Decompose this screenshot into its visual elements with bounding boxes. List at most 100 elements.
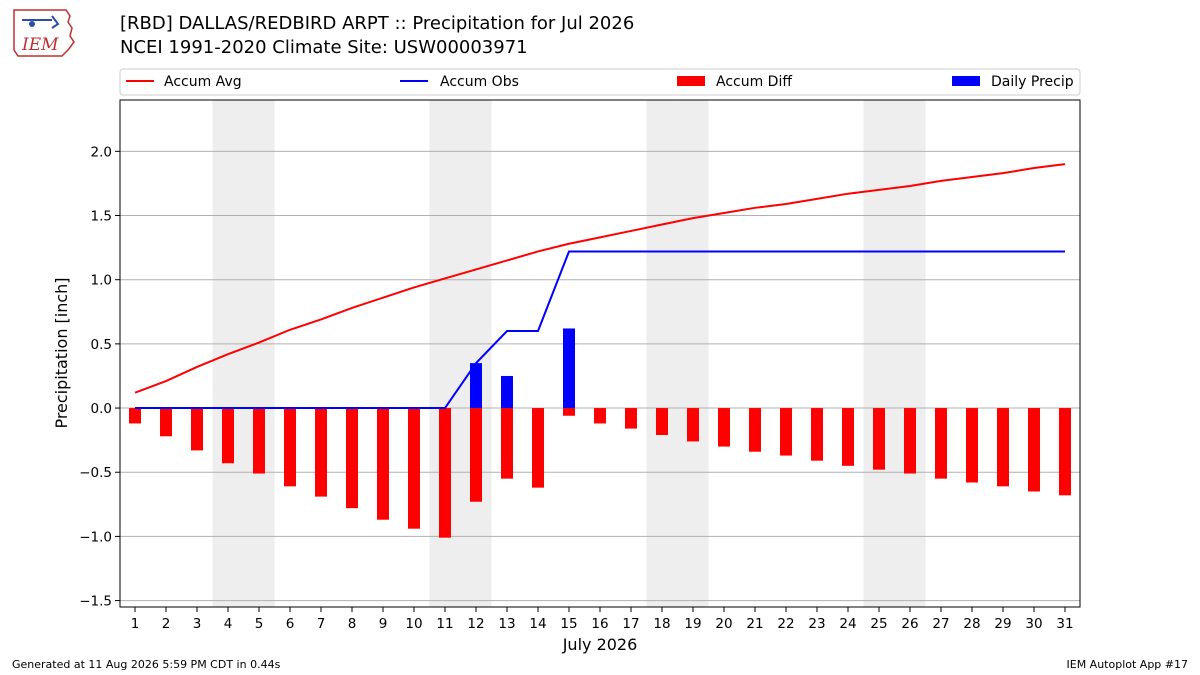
x-tick-label: 6	[286, 616, 295, 632]
x-tick-label: 15	[560, 616, 577, 632]
x-tick-label: 30	[1025, 616, 1042, 632]
daily-precip-bars	[470, 328, 575, 409]
y-tick-label: 0.5	[91, 337, 112, 353]
accum-diff-bar	[408, 408, 420, 529]
iem-logo-icon: IEM	[13, 9, 75, 57]
accum-lines	[134, 163, 1066, 410]
y-tick-label: −0.5	[79, 465, 112, 481]
accum-avg-line	[134, 163, 1066, 394]
x-tick-label: 19	[684, 616, 701, 632]
legend: Accum Avg Accum Obs Accum Diff Daily Pre…	[119, 68, 1081, 96]
accum-diff-bar	[284, 408, 296, 487]
y-axis-ticks: −1.5 −1.0 −0.5 0.0 0.5 1.0 1.5 2.0	[79, 144, 120, 610]
x-tick-label: 9	[379, 616, 388, 632]
accum-diff-bar	[346, 408, 358, 509]
accum-diff-bar	[253, 408, 265, 474]
daily-precip-bar	[563, 328, 575, 409]
legend-swatch-accum-diff	[677, 76, 705, 86]
x-tick-label: 21	[746, 616, 763, 632]
accum-diff-bar	[191, 408, 203, 451]
y-tick-label: 0.0	[91, 401, 112, 417]
shaded-band	[646, 100, 709, 607]
accum-diff-bar	[718, 408, 730, 447]
accum-diff-bar	[935, 408, 947, 479]
accum-diff-bar	[1028, 408, 1040, 492]
x-tick-label: 1	[131, 616, 140, 632]
x-tick-label: 24	[839, 616, 856, 632]
x-tick-label: 31	[1056, 616, 1073, 632]
y-axis-label: Precipitation [inch]	[52, 277, 71, 428]
x-tick-label: 28	[963, 616, 980, 632]
accum-obs-line	[135, 250, 1065, 410]
chart-title: [RBD] DALLAS/REDBIRD ARPT :: Precipitati…	[120, 13, 635, 34]
accum-diff-bar	[377, 408, 389, 520]
legend-label-accum-obs: Accum Obs	[440, 74, 519, 90]
accum-diff-bar	[315, 408, 327, 497]
shaded-band	[863, 100, 926, 607]
x-tick-label: 7	[317, 616, 326, 632]
shaded-band	[212, 100, 275, 607]
accum-diff-bar	[997, 408, 1009, 487]
legend-label-daily-precip: Daily Precip	[991, 74, 1074, 90]
accum-diff-bar	[687, 408, 699, 442]
accum-diff-bar	[749, 408, 761, 452]
x-tick-label: 5	[255, 616, 264, 632]
x-tick-label: 22	[777, 616, 794, 632]
accum-diff-bar	[470, 408, 482, 502]
x-tick-label: 3	[193, 616, 202, 632]
x-axis-ticks: 1 2 3 4 5 6 7 8 9 10 11 12 13 14 15 16 17 18 19 20 21 22 23 24 2…	[131, 607, 1074, 632]
daily-precip-bar	[470, 363, 482, 409]
x-tick-label: 20	[715, 616, 732, 632]
x-axis-label: July 2026	[562, 635, 638, 654]
accum-diff-bar	[625, 408, 637, 429]
accum-diff-bar	[873, 408, 885, 470]
x-tick-label: 18	[653, 616, 670, 632]
y-tick-label: −1.0	[79, 529, 112, 545]
legend-label-accum-avg: Accum Avg	[164, 74, 242, 90]
accum-diff-bar	[966, 408, 978, 483]
app-label: IEM Autoplot App #17	[1066, 658, 1189, 671]
accum-diff-bars	[129, 408, 1071, 538]
accum-diff-bar	[904, 408, 916, 474]
daily-precip-bar	[501, 375, 513, 409]
y-tick-label: 1.0	[91, 273, 112, 289]
x-tick-label: 13	[498, 616, 515, 632]
x-tick-label: 23	[808, 616, 825, 632]
accum-diff-bar	[563, 408, 575, 416]
x-tick-label: 11	[436, 616, 453, 632]
y-tick-label: −1.5	[79, 594, 112, 610]
x-tick-label: 26	[901, 616, 918, 632]
svg-text:IEM: IEM	[21, 35, 59, 55]
x-tick-label: 2	[162, 616, 171, 632]
x-tick-label: 16	[591, 616, 608, 632]
x-tick-label: 4	[224, 616, 233, 632]
accum-diff-bar	[811, 408, 823, 461]
generated-timestamp: Generated at 11 Aug 2026 5:59 PM CDT in …	[12, 658, 281, 671]
accum-diff-bar	[1059, 408, 1071, 496]
x-tick-label: 10	[405, 616, 422, 632]
chart-subtitle: NCEI 1991-2020 Climate Site: USW00003971	[120, 37, 528, 58]
legend-label-accum-diff: Accum Diff	[716, 74, 792, 90]
x-tick-label: 12	[467, 616, 484, 632]
legend-swatch-daily-precip	[952, 76, 980, 86]
accum-diff-bar	[439, 408, 451, 538]
accum-diff-bar	[222, 408, 234, 464]
y-tick-label: 2.0	[91, 144, 112, 160]
accum-diff-bar	[129, 408, 141, 424]
accum-diff-bar	[780, 408, 792, 456]
accum-diff-bar	[160, 408, 172, 437]
accum-diff-bar	[842, 408, 854, 466]
x-tick-label: 8	[348, 616, 357, 632]
accum-diff-bar	[501, 408, 513, 479]
x-tick-label: 29	[994, 616, 1011, 632]
shaded-band	[429, 100, 492, 607]
accum-diff-bar	[656, 408, 668, 436]
x-tick-label: 14	[529, 616, 546, 632]
x-tick-label: 25	[870, 616, 887, 632]
accum-diff-bar	[594, 408, 606, 424]
x-tick-label: 17	[622, 616, 639, 632]
accum-diff-bar	[532, 408, 544, 488]
y-tick-label: 1.5	[91, 209, 112, 225]
x-tick-label: 27	[932, 616, 949, 632]
